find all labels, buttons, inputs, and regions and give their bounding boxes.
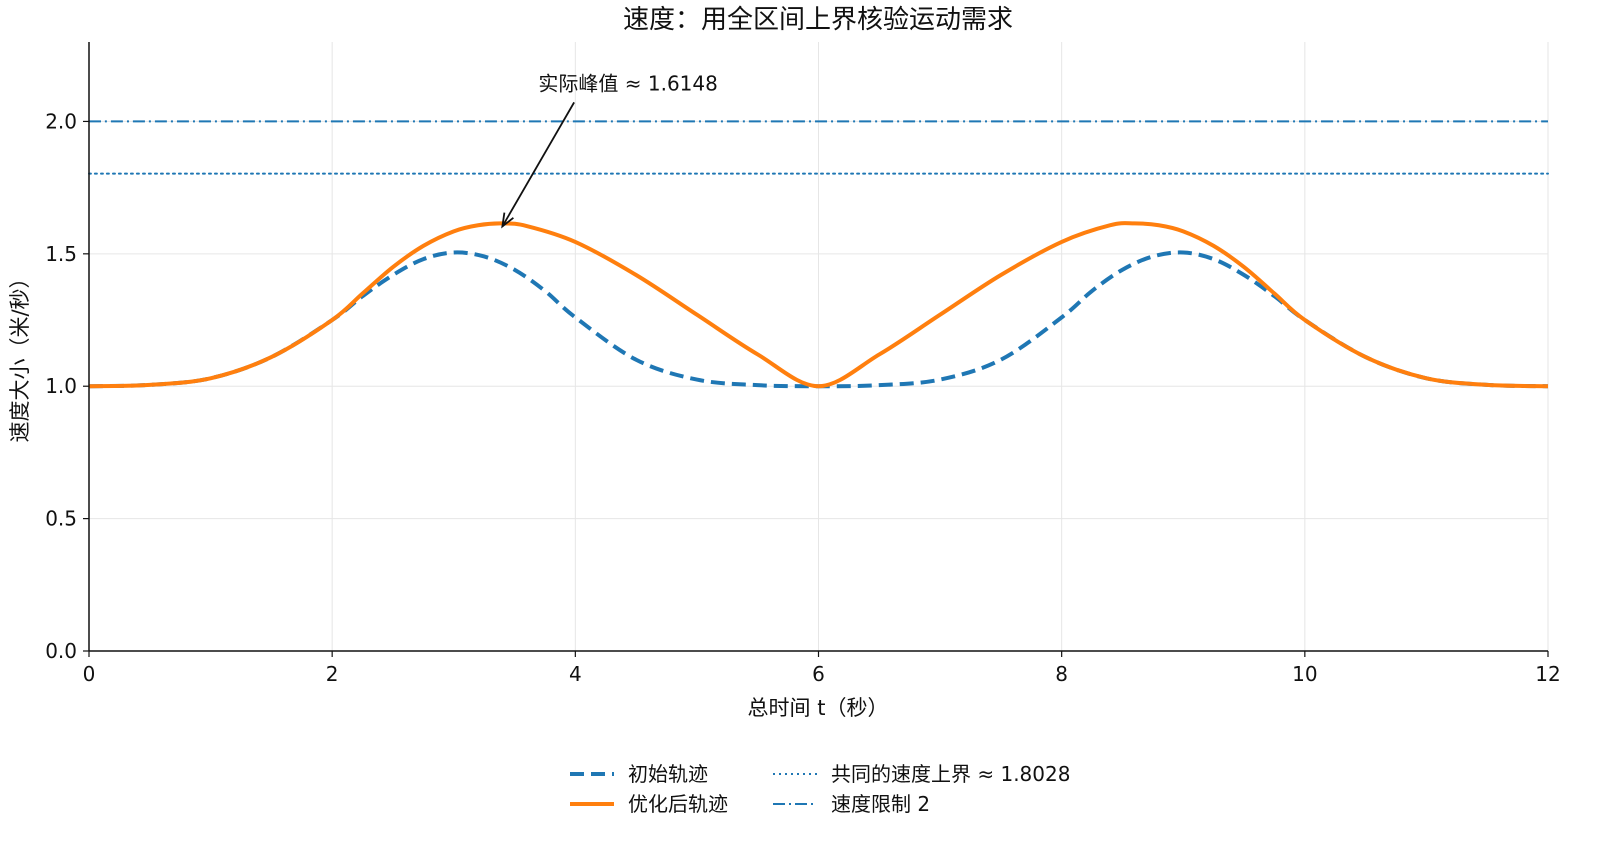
peak-annotation: 实际峰值 ≈ 1.6148 xyxy=(501,71,718,229)
data-curves xyxy=(88,221,1549,389)
series-line-2 xyxy=(88,221,1549,389)
x-tick-label: 0 xyxy=(83,662,96,686)
x-tick-label: 4 xyxy=(569,662,582,686)
annotation-arrow-line xyxy=(501,101,575,227)
legend-label-4: 速度限制 2 xyxy=(831,792,930,816)
x-tick-label: 12 xyxy=(1535,662,1560,686)
y-tick-label: 2.0 xyxy=(45,109,77,133)
y-tick-label: 1.0 xyxy=(45,374,77,398)
y-tick-label: 0.5 xyxy=(45,507,77,531)
x-tick-label: 6 xyxy=(812,662,825,686)
chart-title: 速度：用全区间上界核验运动需求 xyxy=(623,5,1013,35)
reference-lines xyxy=(88,120,1549,175)
x-axis-ticks: 0 2 4 6 8 10 12 xyxy=(83,651,1561,686)
x-tick-label: 8 xyxy=(1055,662,1068,686)
x-tick-label: 10 xyxy=(1292,662,1317,686)
y-tick-label: 1.5 xyxy=(45,242,77,266)
legend-label-2: 优化后轨迹 xyxy=(628,792,728,816)
y-axis-ticks: 0.0 0.5 1.0 1.5 2.0 xyxy=(45,109,89,663)
annotation-text: 实际峰值 ≈ 1.6148 xyxy=(538,71,717,95)
annotation-arrow-head xyxy=(501,212,514,229)
y-tick-label: 0.0 xyxy=(45,639,77,663)
legend-label-3: 共同的速度上界 ≈ 1.8028 xyxy=(831,762,1070,786)
legend-label-1: 初始轨迹 xyxy=(628,762,708,786)
y-axis-label: 速度大小（米/秒） xyxy=(8,267,32,442)
x-tick-label: 2 xyxy=(326,662,339,686)
grid-lines xyxy=(88,42,1549,652)
x-axis-label: 总时间 t（秒） xyxy=(748,696,889,720)
